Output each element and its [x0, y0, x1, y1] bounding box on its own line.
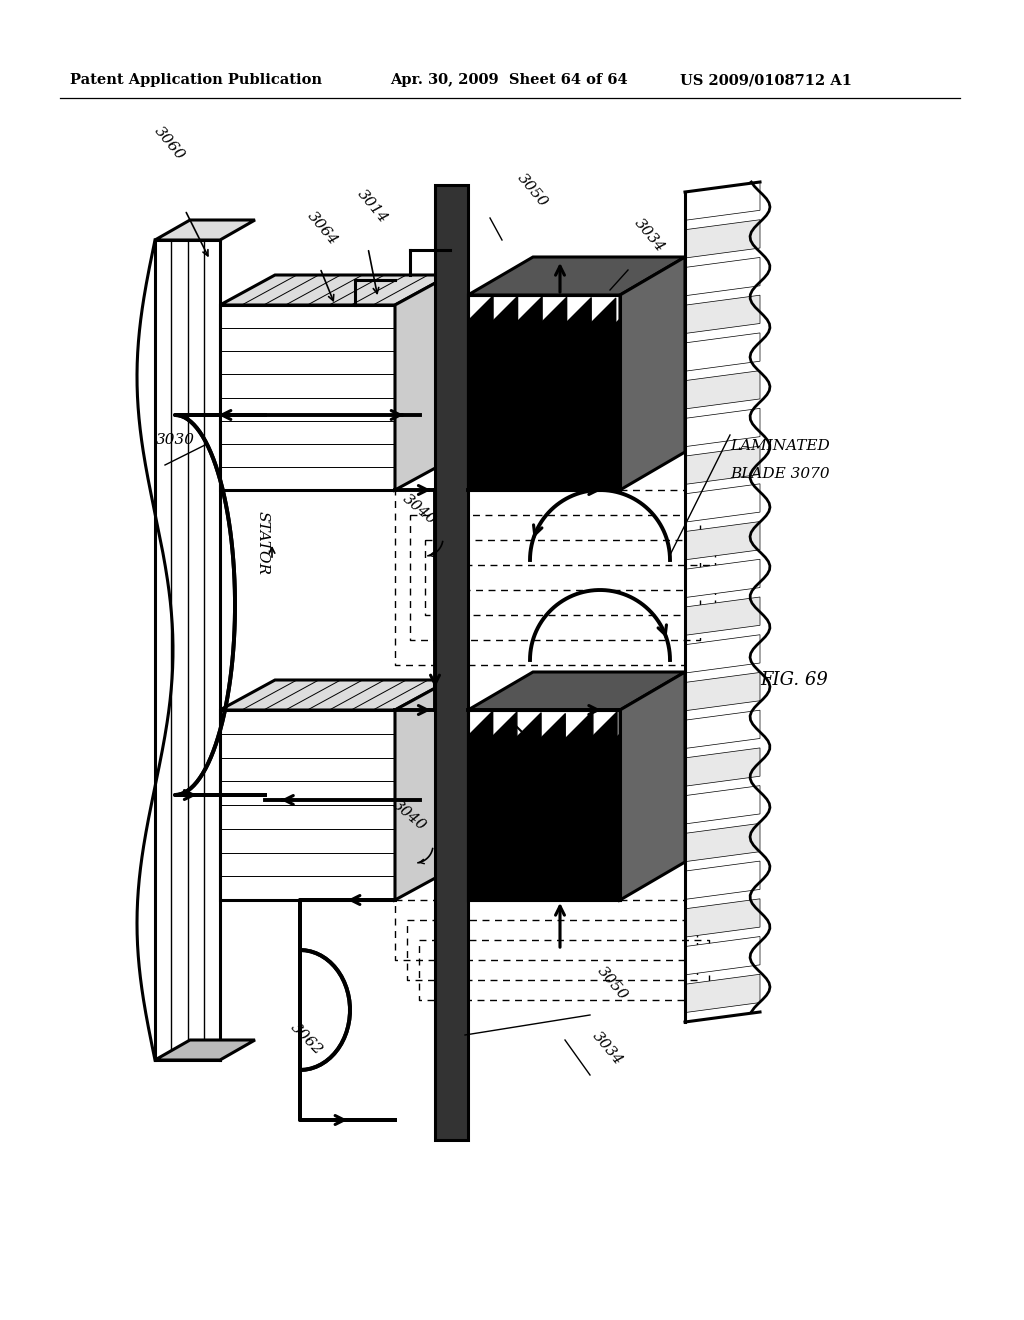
Polygon shape — [685, 899, 760, 937]
Polygon shape — [620, 257, 685, 490]
Text: 3034: 3034 — [590, 1030, 626, 1068]
Polygon shape — [685, 937, 760, 975]
Polygon shape — [685, 785, 760, 824]
Text: 3060: 3060 — [152, 124, 187, 162]
Polygon shape — [685, 408, 760, 446]
Polygon shape — [468, 710, 620, 900]
Polygon shape — [685, 635, 760, 673]
Polygon shape — [155, 220, 255, 240]
Polygon shape — [685, 824, 760, 862]
Text: Patent Application Publication: Patent Application Publication — [70, 73, 322, 87]
Text: 3050: 3050 — [515, 172, 551, 210]
Polygon shape — [395, 275, 450, 490]
Polygon shape — [685, 974, 760, 1012]
Polygon shape — [685, 484, 760, 523]
Polygon shape — [685, 182, 760, 220]
Polygon shape — [685, 560, 760, 598]
Polygon shape — [685, 296, 760, 334]
Text: BLADE 3070: BLADE 3070 — [730, 467, 829, 480]
Polygon shape — [685, 597, 760, 635]
Text: 3030: 3030 — [156, 433, 195, 447]
Text: STATOR: STATOR — [256, 511, 270, 576]
Polygon shape — [220, 275, 450, 305]
Polygon shape — [685, 446, 760, 484]
Polygon shape — [468, 294, 620, 490]
Polygon shape — [155, 1040, 255, 1060]
Polygon shape — [685, 371, 760, 409]
Polygon shape — [395, 680, 450, 900]
Text: 3034: 3034 — [632, 216, 668, 255]
Polygon shape — [685, 257, 760, 296]
Polygon shape — [435, 185, 468, 1140]
Polygon shape — [685, 748, 760, 787]
Text: 3040: 3040 — [390, 797, 429, 833]
Polygon shape — [468, 672, 685, 710]
Text: 3014: 3014 — [355, 187, 391, 226]
Text: 3050: 3050 — [595, 964, 631, 1003]
Text: 3062: 3062 — [288, 1020, 326, 1059]
Polygon shape — [468, 257, 685, 294]
Text: LAMINATED: LAMINATED — [730, 440, 829, 453]
Polygon shape — [685, 672, 760, 710]
Polygon shape — [685, 710, 760, 748]
Text: Apr. 30, 2009  Sheet 64 of 64: Apr. 30, 2009 Sheet 64 of 64 — [390, 73, 628, 87]
Polygon shape — [220, 305, 395, 490]
Polygon shape — [685, 333, 760, 371]
Text: FIG. 69: FIG. 69 — [760, 671, 827, 689]
Text: 3064: 3064 — [305, 209, 341, 248]
Polygon shape — [685, 861, 760, 899]
Polygon shape — [220, 710, 395, 900]
Polygon shape — [220, 680, 450, 710]
Polygon shape — [620, 672, 685, 900]
Text: US 2009/0108712 A1: US 2009/0108712 A1 — [680, 73, 852, 87]
Text: 3040: 3040 — [400, 491, 439, 527]
Polygon shape — [685, 219, 760, 257]
Polygon shape — [685, 521, 760, 560]
